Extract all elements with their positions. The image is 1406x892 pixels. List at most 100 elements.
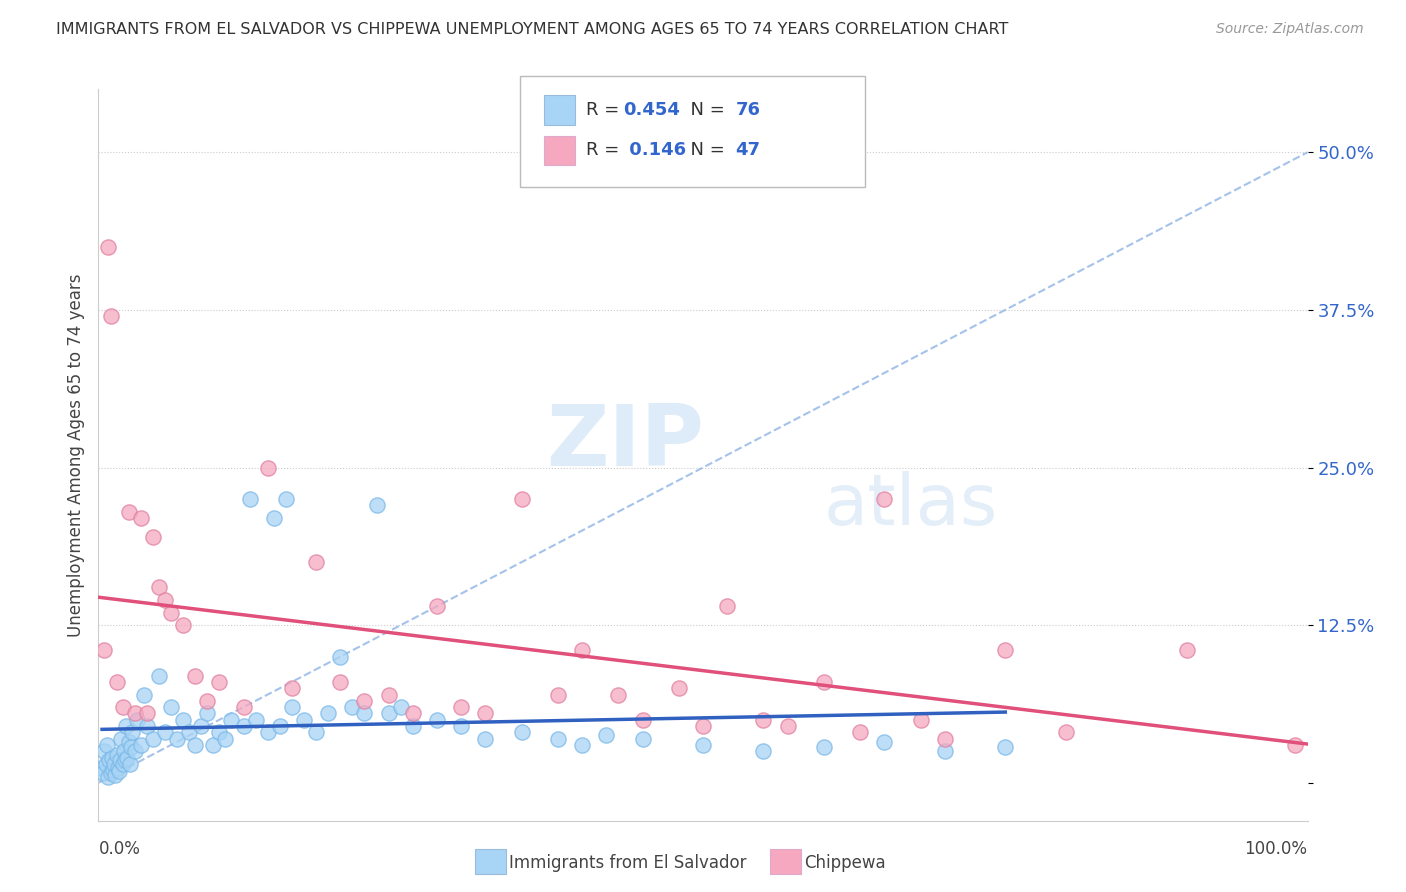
Point xyxy=(329,649,352,664)
Point xyxy=(105,674,128,689)
Point xyxy=(716,599,738,614)
Point xyxy=(305,555,328,569)
Point xyxy=(1054,725,1077,739)
Point xyxy=(98,753,121,767)
Point xyxy=(142,731,165,746)
Point xyxy=(121,725,143,739)
Text: Chippewa: Chippewa xyxy=(804,854,886,871)
Point xyxy=(631,731,654,746)
Point xyxy=(184,668,207,682)
Point xyxy=(994,643,1017,657)
Point xyxy=(426,599,449,614)
Point xyxy=(208,674,231,689)
Point xyxy=(124,706,146,721)
Point xyxy=(135,719,157,733)
Point xyxy=(114,753,136,767)
Point xyxy=(104,768,127,782)
Point xyxy=(256,725,278,739)
Point xyxy=(118,756,141,771)
Point xyxy=(100,750,122,764)
Point xyxy=(547,688,569,702)
Point xyxy=(692,719,714,733)
Text: R =: R = xyxy=(586,101,626,119)
Point xyxy=(994,740,1017,755)
Point xyxy=(281,681,304,696)
Point xyxy=(232,700,254,714)
Point xyxy=(426,713,449,727)
Point xyxy=(111,756,134,771)
Point xyxy=(118,735,141,749)
Text: ZIP: ZIP xyxy=(546,401,703,483)
Point xyxy=(813,740,835,755)
Point xyxy=(474,731,496,746)
Point xyxy=(631,713,654,727)
Point xyxy=(103,756,125,771)
Text: 0.146: 0.146 xyxy=(623,141,686,159)
Point xyxy=(450,719,472,733)
Text: IMMIGRANTS FROM EL SALVADOR VS CHIPPEWA UNEMPLOYMENT AMONG AGES 65 TO 74 YEARS C: IMMIGRANTS FROM EL SALVADOR VS CHIPPEWA … xyxy=(56,22,1008,37)
Point xyxy=(195,706,218,721)
Point xyxy=(510,725,533,739)
Point xyxy=(256,460,278,475)
Point xyxy=(450,700,472,714)
Point xyxy=(873,735,896,749)
Point xyxy=(107,761,129,775)
Point xyxy=(571,643,593,657)
Point xyxy=(94,756,117,771)
Point xyxy=(195,694,218,708)
Point xyxy=(692,738,714,752)
Point xyxy=(342,700,364,714)
Point xyxy=(510,491,533,506)
Point xyxy=(873,491,896,506)
Point xyxy=(595,728,617,742)
Point xyxy=(263,511,285,525)
Point xyxy=(547,731,569,746)
Point xyxy=(91,761,114,775)
Point xyxy=(402,719,425,733)
Point xyxy=(353,694,375,708)
Point xyxy=(377,706,399,721)
Point xyxy=(910,713,932,727)
Point xyxy=(100,309,122,323)
Text: atlas: atlas xyxy=(824,471,998,540)
Text: 76: 76 xyxy=(735,101,761,119)
Point xyxy=(108,764,131,779)
Point xyxy=(813,674,835,689)
Point xyxy=(377,688,399,702)
Point xyxy=(117,750,139,764)
Point xyxy=(93,643,115,657)
Point xyxy=(148,580,170,594)
Point xyxy=(752,744,775,758)
Point xyxy=(571,738,593,752)
Point xyxy=(97,240,120,254)
Point xyxy=(232,719,254,733)
Text: Immigrants from El Salvador: Immigrants from El Salvador xyxy=(509,854,747,871)
Point xyxy=(120,740,142,755)
Text: 0.0%: 0.0% xyxy=(98,839,141,857)
Point xyxy=(108,753,131,767)
Point xyxy=(134,688,156,702)
Point xyxy=(208,725,231,739)
Point xyxy=(1175,643,1198,657)
Point xyxy=(129,738,152,752)
Point xyxy=(115,719,138,733)
Point xyxy=(292,713,315,727)
Point xyxy=(172,713,194,727)
Point xyxy=(668,681,690,696)
Point xyxy=(153,593,176,607)
Point xyxy=(366,499,388,513)
Point xyxy=(96,738,118,752)
Text: 0.454: 0.454 xyxy=(623,101,679,119)
Point xyxy=(245,713,267,727)
Point xyxy=(105,747,128,762)
Point xyxy=(389,700,412,714)
Point xyxy=(221,713,243,727)
Point xyxy=(190,719,212,733)
Point xyxy=(607,688,630,702)
Point xyxy=(305,725,328,739)
Point xyxy=(97,770,120,784)
Point xyxy=(316,706,339,721)
Point xyxy=(91,765,114,780)
Point xyxy=(93,744,115,758)
Text: R =: R = xyxy=(586,141,626,159)
